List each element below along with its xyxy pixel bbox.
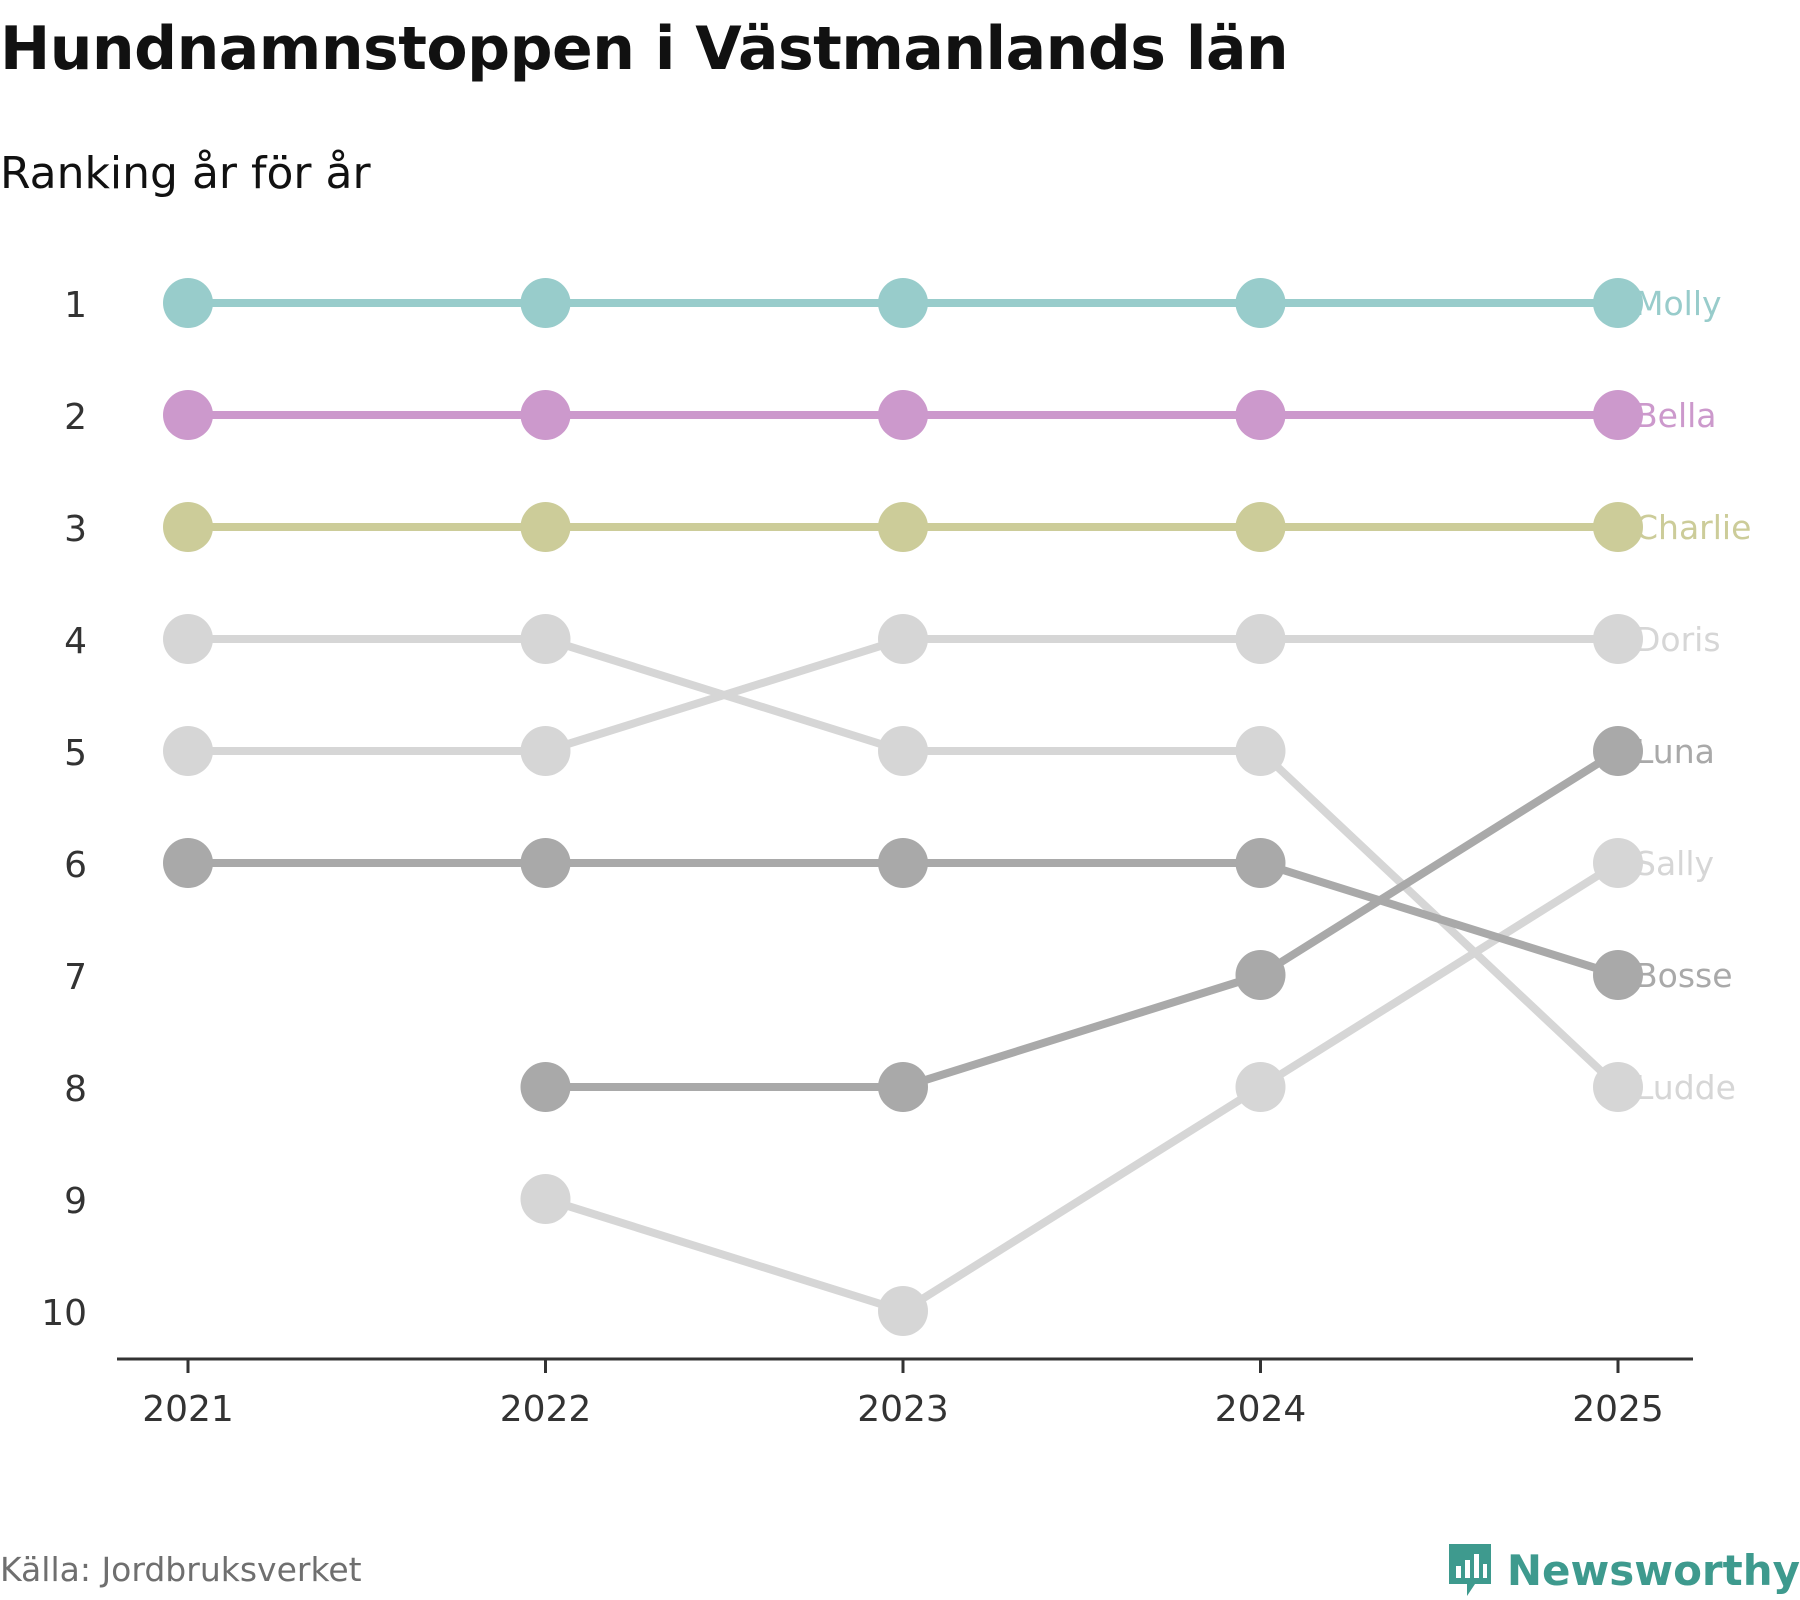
series-label-sally: Sally [1635, 844, 1714, 883]
data-point-molly [878, 278, 928, 328]
data-point-bosse [1593, 950, 1643, 1000]
y-tick-label: 5 [64, 733, 87, 774]
data-point-luna [1593, 726, 1643, 776]
y-tick-label: 2 [64, 397, 87, 438]
x-tick-label: 2021 [142, 1389, 234, 1430]
data-point-molly [163, 278, 213, 328]
newsworthy-icon [1448, 1544, 1491, 1596]
y-tick-label: 10 [41, 1293, 87, 1334]
data-point-ludde [878, 726, 928, 776]
brand-name: Newsworthy [1506, 1545, 1800, 1595]
data-point-bosse [878, 838, 928, 888]
series-label-molly: Molly [1635, 284, 1722, 323]
y-tick-label: 3 [64, 509, 87, 550]
y-tick-label: 6 [64, 845, 87, 886]
data-point-ludde [1235, 726, 1286, 776]
data-point-doris [163, 726, 213, 776]
data-point-charlie [520, 502, 571, 552]
data-point-molly [1235, 278, 1286, 328]
chart-subtitle: Ranking år för år [0, 148, 371, 199]
data-point-bella [1235, 390, 1286, 440]
x-tick-label: 2022 [500, 1389, 592, 1430]
data-point-sally [878, 1286, 928, 1336]
data-point-charlie [878, 502, 928, 552]
brand-logo[interactable]: Newsworthy [1445, 1540, 1800, 1600]
series-label-bella: Bella [1635, 396, 1717, 435]
series-label-charlie: Charlie [1635, 508, 1751, 547]
y-tick-label: 7 [64, 957, 87, 998]
data-point-bella [1593, 390, 1643, 440]
series-label-bosse: Bosse [1635, 956, 1733, 995]
data-point-charlie [1593, 502, 1643, 552]
data-point-ludde [163, 614, 213, 664]
data-point-sally [1235, 1062, 1286, 1112]
y-tick-label: 8 [64, 1069, 87, 1110]
data-point-charlie [163, 502, 213, 552]
series-label-doris: Doris [1635, 620, 1721, 659]
data-point-bosse [1235, 838, 1286, 888]
series-line-sally [1256, 859, 1622, 1091]
data-point-molly [520, 278, 571, 328]
series-line-bosse [1256, 859, 1622, 979]
data-point-sally [1593, 838, 1643, 888]
x-tick-label: 2024 [1215, 1389, 1307, 1430]
data-point-luna [1235, 950, 1286, 1000]
y-tick-label: 4 [64, 621, 87, 662]
series-line-sally [541, 1195, 907, 1315]
y-tick-label: 9 [64, 1181, 87, 1222]
data-point-luna [878, 1062, 928, 1112]
data-point-ludde [1593, 1062, 1643, 1112]
y-tick-label: 1 [64, 285, 87, 326]
data-point-luna [520, 1062, 571, 1112]
data-point-sally [520, 1174, 571, 1224]
series-line-luna [1256, 747, 1622, 979]
series-label-ludde: Ludde [1635, 1068, 1736, 1107]
series-line-sally [899, 1083, 1265, 1315]
data-point-doris [1593, 614, 1643, 664]
data-point-molly [1593, 278, 1643, 328]
chart-title: Hundnamnstoppen i Västmanlands län [0, 14, 1289, 84]
series-label-luna: Luna [1635, 732, 1715, 771]
x-tick-label: 2025 [1572, 1389, 1664, 1430]
data-point-bosse [163, 838, 213, 888]
data-point-bosse [520, 838, 571, 888]
data-point-doris [520, 726, 571, 776]
data-point-bella [163, 390, 213, 440]
data-point-ludde [520, 614, 571, 664]
series-line-ludde [541, 635, 907, 755]
data-point-bella [520, 390, 571, 440]
source-note: Källa: Jordbruksverket [0, 1550, 362, 1589]
series-line-luna [899, 971, 1265, 1091]
data-point-doris [878, 614, 928, 664]
x-tick-label: 2023 [857, 1389, 949, 1430]
data-point-bella [878, 390, 928, 440]
data-point-doris [1235, 614, 1286, 664]
data-point-charlie [1235, 502, 1286, 552]
